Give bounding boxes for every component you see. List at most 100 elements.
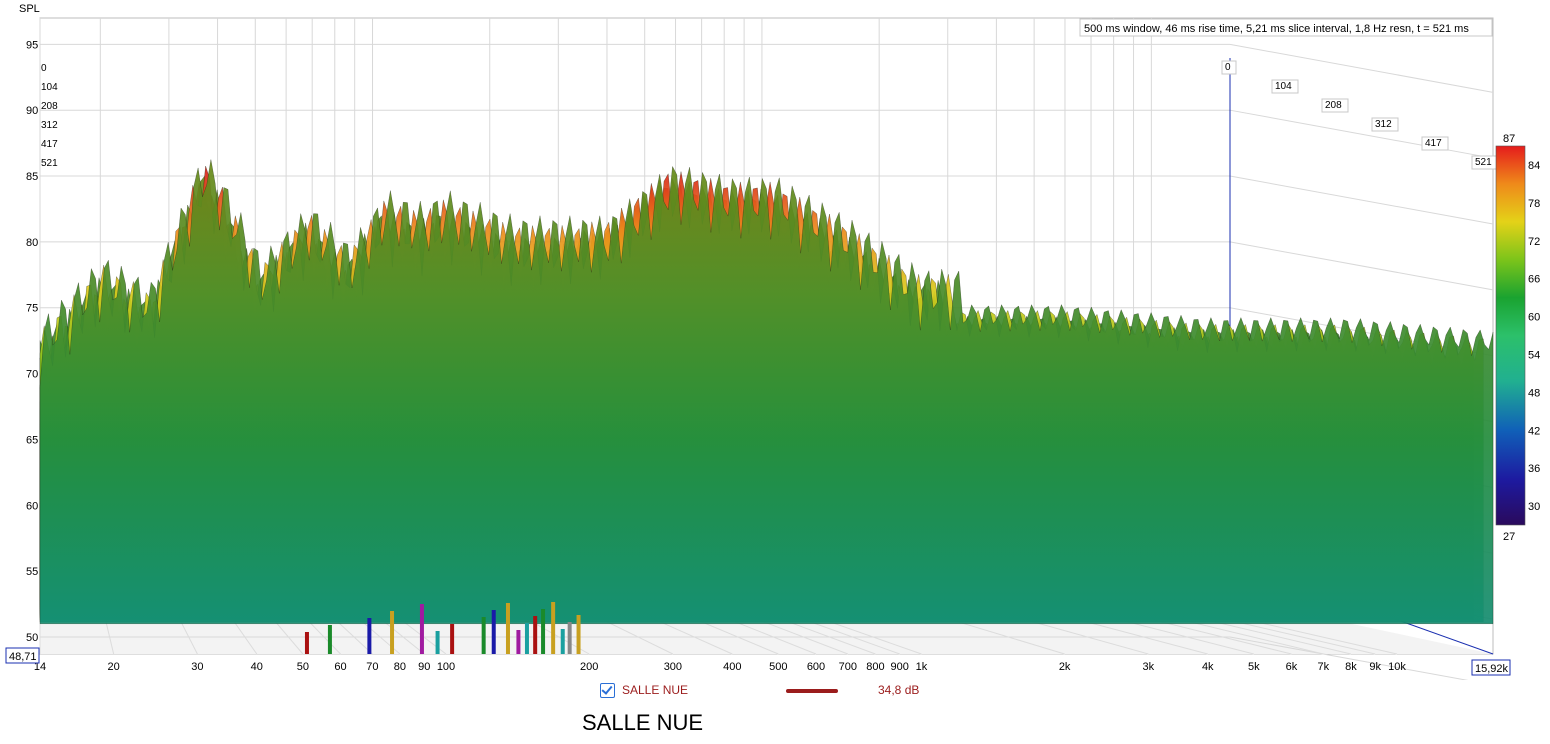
time-tick-diag: 208 bbox=[1325, 100, 1342, 111]
grid-line-side bbox=[1229, 241, 1494, 291]
y-tick-label: 90 bbox=[26, 105, 38, 117]
mode-marker bbox=[491, 610, 496, 654]
y-axis-label: SPL bbox=[19, 3, 40, 15]
colorbar-tick-label: 84 bbox=[1528, 160, 1540, 172]
svg-text:48,71: 48,71 bbox=[9, 651, 37, 663]
y-tick-label: 50 bbox=[26, 632, 38, 644]
legend-series-name: SALLE NUE bbox=[622, 683, 689, 697]
time-axis-ticks: 0 0 104 104 208 208 312 312 417 417 521 521 bbox=[41, 60, 1499, 170]
y-tick-label: 65 bbox=[26, 434, 38, 446]
mode-marker bbox=[524, 623, 529, 654]
time-tick-left: 521 bbox=[41, 158, 58, 169]
colorbar-tick-label: 36 bbox=[1528, 463, 1540, 475]
x-tick-label: 2k bbox=[1059, 661, 1071, 673]
time-tick-left: 0 bbox=[41, 63, 47, 74]
x-tick-label: 600 bbox=[807, 661, 825, 673]
colorbar-tick-label: 72 bbox=[1528, 236, 1540, 248]
x-tick-label: 1k bbox=[916, 661, 928, 673]
mode-marker bbox=[450, 624, 455, 654]
time-tick-box bbox=[1271, 79, 1299, 94]
y-tick-label: 95 bbox=[26, 39, 38, 51]
x-tick-label: 8k bbox=[1345, 661, 1357, 673]
time-tick-diag: 312 bbox=[1375, 119, 1392, 130]
mode-marker bbox=[435, 631, 440, 654]
time-tick-diag: 104 bbox=[1275, 81, 1292, 92]
svg-text:15,92k: 15,92k bbox=[1475, 663, 1509, 675]
mode-marker bbox=[367, 618, 372, 654]
time-tick-diag: 417 bbox=[1425, 138, 1442, 149]
mode-marker bbox=[567, 622, 572, 654]
mode-marker bbox=[516, 630, 521, 654]
x-tick-label: 5k bbox=[1248, 661, 1260, 673]
time-tick-box bbox=[1321, 98, 1349, 113]
grid-line-side bbox=[1229, 109, 1494, 159]
x-axis-ticks: 14 20 30 40 50 60 70 80 90 100 200 300 400 500 600 700 8… bbox=[34, 661, 1406, 673]
mode-marker bbox=[576, 615, 581, 654]
time-tick-diag: 0 bbox=[1225, 62, 1231, 73]
mode-marker bbox=[533, 616, 538, 654]
colorbar-tick-label: 66 bbox=[1528, 274, 1540, 286]
surface-slice bbox=[39, 159, 1494, 625]
time-tick-left: 417 bbox=[41, 139, 58, 150]
waterfall-surface bbox=[39, 159, 1494, 625]
mode-marker bbox=[505, 603, 510, 654]
y-tick-label: 55 bbox=[26, 566, 38, 578]
time-tick-left: 312 bbox=[41, 120, 58, 131]
y-tick-label: 60 bbox=[26, 500, 38, 512]
chart-caption: SALLE NUE bbox=[582, 710, 704, 735]
x-tick-label: 7k bbox=[1318, 661, 1330, 673]
colorbar-max-label: 87 bbox=[1503, 133, 1515, 145]
waterfall-plot: SPL 50 55 60 65 70 75 80 85 90 95 14 20 30 40 50 60 70 8… bbox=[5, 3, 1540, 680]
mode-marker bbox=[551, 602, 556, 654]
y-axis-ticks: 50 55 60 65 70 75 80 85 90 95 bbox=[26, 39, 38, 644]
mode-marker bbox=[541, 609, 546, 654]
x-tick-label: 50 bbox=[297, 661, 309, 673]
x-tick-label: 700 bbox=[839, 661, 857, 673]
colorbar-tick-label: 78 bbox=[1528, 198, 1540, 210]
x-tick-label: 6k bbox=[1286, 661, 1298, 673]
grid-line-side bbox=[1229, 43, 1494, 93]
grid-line-side bbox=[1229, 175, 1494, 225]
colorbar-tick-label: 60 bbox=[1528, 312, 1540, 324]
legend-value: 34,8 dB bbox=[878, 683, 920, 697]
mode-marker bbox=[419, 604, 424, 654]
time-tick-diag: 521 bbox=[1475, 157, 1492, 168]
colorbar: 87 27 bbox=[1495, 133, 1526, 543]
x-tick-label: 300 bbox=[664, 661, 682, 673]
series-visibility-checkbox[interactable] bbox=[600, 683, 615, 698]
x-tick-label: 800 bbox=[866, 661, 884, 673]
x-tick-label: 9k bbox=[1369, 661, 1381, 673]
mode-markers bbox=[304, 602, 581, 654]
time-tick-box bbox=[1371, 117, 1399, 132]
y-tick-label: 70 bbox=[26, 369, 38, 381]
grid-line-side bbox=[1229, 636, 1469, 680]
x-tick-label: 70 bbox=[366, 661, 378, 673]
mode-marker bbox=[560, 629, 565, 654]
time-tick-left: 104 bbox=[41, 82, 58, 93]
x-tick-label: 80 bbox=[394, 661, 406, 673]
x-tick-label: 10k bbox=[1388, 661, 1406, 673]
time-tick-box bbox=[1421, 136, 1449, 151]
x-tick-label: 400 bbox=[723, 661, 741, 673]
y-tick-label: 85 bbox=[26, 171, 38, 183]
x-tick-label: 30 bbox=[191, 661, 203, 673]
y-corner-readout: 48,71 bbox=[5, 647, 40, 664]
mode-marker bbox=[390, 611, 395, 654]
x-tick-label: 40 bbox=[251, 661, 263, 673]
mode-marker bbox=[481, 617, 486, 654]
info-box: 500 ms window, 46 ms rise time, 5,21 ms … bbox=[1079, 18, 1493, 37]
colorbar-tick-label: 54 bbox=[1528, 349, 1540, 361]
x-tick-label: 100 bbox=[437, 661, 455, 673]
colorbar-min-label: 27 bbox=[1503, 531, 1515, 543]
x-tick-label: 900 bbox=[891, 661, 909, 673]
x-tick-label: 4k bbox=[1202, 661, 1214, 673]
x-tick-label: 500 bbox=[769, 661, 787, 673]
x-tick-label: 14 bbox=[34, 661, 46, 673]
colorbar-tick-label: 42 bbox=[1528, 425, 1540, 437]
x-corner-readout: 15,92k bbox=[1471, 659, 1511, 676]
x-tick-label: 60 bbox=[334, 661, 346, 673]
time-tick-left: 208 bbox=[41, 101, 58, 112]
mode-marker bbox=[327, 625, 332, 654]
y-tick-label: 80 bbox=[26, 237, 38, 249]
x-tick-label: 20 bbox=[108, 661, 120, 673]
